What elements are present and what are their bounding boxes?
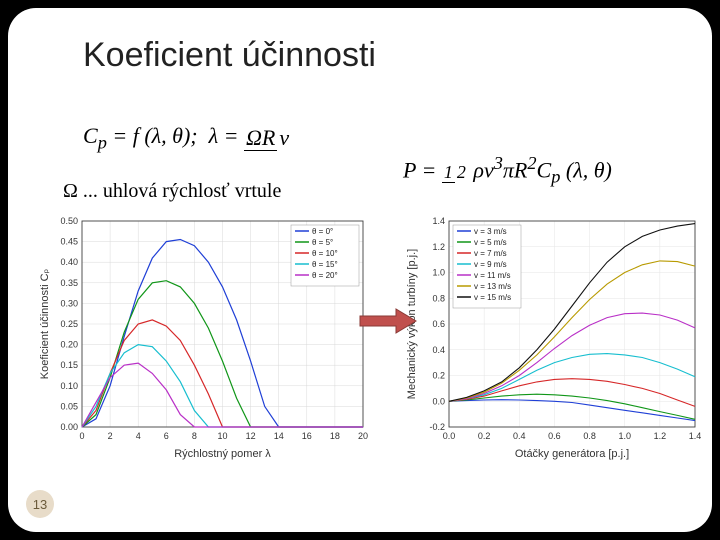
svg-text:v = 15 m/s: v = 15 m/s bbox=[474, 293, 511, 302]
svg-text:18: 18 bbox=[330, 431, 340, 441]
cp-lambda: λ = bbox=[209, 123, 244, 148]
svg-text:v = 5 m/s: v = 5 m/s bbox=[474, 238, 507, 247]
svg-text:0.6: 0.6 bbox=[548, 431, 561, 441]
page-number: 13 bbox=[26, 490, 54, 518]
p-num: 1 bbox=[442, 162, 455, 183]
svg-text:10: 10 bbox=[217, 431, 227, 441]
svg-text:8: 8 bbox=[192, 431, 197, 441]
svg-text:4: 4 bbox=[136, 431, 141, 441]
p-s1: 3 bbox=[494, 153, 503, 173]
svg-text:v = 13 m/s: v = 13 m/s bbox=[474, 282, 511, 291]
svg-text:0.50: 0.50 bbox=[60, 216, 78, 226]
svg-text:0.10: 0.10 bbox=[60, 381, 78, 391]
svg-text:0.8: 0.8 bbox=[583, 431, 596, 441]
cp-den: v bbox=[277, 125, 291, 150]
svg-text:Otáčky generátora [p.j.]: Otáčky generátora [p.j.] bbox=[515, 448, 629, 460]
svg-text:v = 3 m/s: v = 3 m/s bbox=[474, 227, 507, 236]
arrow-icon bbox=[358, 308, 418, 334]
p-sub: p bbox=[551, 167, 560, 187]
p-r1: ρv bbox=[468, 157, 494, 182]
svg-text:0.0: 0.0 bbox=[432, 396, 445, 406]
svg-text:θ = 5°: θ = 5° bbox=[312, 238, 333, 247]
svg-text:v = 11 m/s: v = 11 m/s bbox=[474, 271, 511, 280]
svg-text:0: 0 bbox=[79, 431, 84, 441]
chart-cp-vs-lambda: 0.00 0.05 0.10 0.15 0.20 0.25 0.30 0.35 0.40 0.45… bbox=[36, 213, 371, 463]
svg-text:v = 7 m/s: v = 7 m/s bbox=[474, 249, 507, 258]
svg-text:0.00: 0.00 bbox=[60, 422, 78, 432]
svg-text:1.0: 1.0 bbox=[432, 268, 445, 278]
svg-text:Rýchlostný pomer λ: Rýchlostný pomer λ bbox=[174, 448, 271, 460]
svg-text:θ = 0°: θ = 0° bbox=[312, 227, 333, 236]
svg-text:1.2: 1.2 bbox=[432, 242, 445, 252]
svg-text:0.40: 0.40 bbox=[60, 257, 78, 267]
svg-text:0.05: 0.05 bbox=[60, 401, 78, 411]
svg-text:0.4: 0.4 bbox=[432, 345, 445, 355]
svg-text:0.8: 0.8 bbox=[432, 293, 445, 303]
p-lhs: P = bbox=[403, 157, 442, 182]
svg-text:θ = 20°: θ = 20° bbox=[312, 271, 338, 280]
svg-text:0.2: 0.2 bbox=[478, 431, 491, 441]
svg-text:1.4: 1.4 bbox=[689, 431, 702, 441]
svg-text:0.2: 0.2 bbox=[432, 371, 445, 381]
slide: Koeficient účinnosti Cp = f (λ, θ); λ = … bbox=[8, 8, 712, 532]
svg-text:0.30: 0.30 bbox=[60, 298, 78, 308]
svg-text:0.4: 0.4 bbox=[513, 431, 526, 441]
svg-text:16: 16 bbox=[302, 431, 312, 441]
svg-text:θ = 10°: θ = 10° bbox=[312, 249, 338, 258]
svg-text:0.25: 0.25 bbox=[60, 319, 78, 329]
svg-text:0.15: 0.15 bbox=[60, 360, 78, 370]
svg-text:20: 20 bbox=[358, 431, 368, 441]
svg-text:0.6: 0.6 bbox=[432, 319, 445, 329]
svg-text:0.20: 0.20 bbox=[60, 340, 78, 350]
formula-power: P = 12 ρv3πR2Cp (λ, θ) bbox=[403, 153, 612, 188]
svg-text:6: 6 bbox=[164, 431, 169, 441]
svg-text:1.0: 1.0 bbox=[618, 431, 631, 441]
cp-lhs: C bbox=[83, 123, 98, 148]
formula-cp: Cp = f (λ, θ); λ = ΩRv bbox=[83, 123, 291, 153]
p-args: (λ, θ) bbox=[560, 157, 612, 182]
svg-text:14: 14 bbox=[274, 431, 284, 441]
p-r2: πR bbox=[503, 157, 527, 182]
slide-title: Koeficient účinnosti bbox=[83, 36, 376, 75]
p-half: 12 bbox=[442, 163, 468, 181]
svg-text:v = 9 m/s: v = 9 m/s bbox=[474, 260, 507, 269]
svg-text:12: 12 bbox=[246, 431, 256, 441]
cp-eq: = f (λ, θ); bbox=[107, 123, 203, 148]
p-den: 2 bbox=[455, 162, 468, 182]
svg-text:1.2: 1.2 bbox=[654, 431, 667, 441]
svg-text:θ = 15°: θ = 15° bbox=[312, 260, 338, 269]
omega-note: Ω ... uhlová rýchlosť vrtule bbox=[63, 180, 281, 203]
svg-text:0.35: 0.35 bbox=[60, 278, 78, 288]
cp-num: ΩR bbox=[244, 125, 277, 151]
chart-power-vs-speed: -0.20.00.20.40.60.81.01.21.40.00.20.40.6… bbox=[403, 213, 703, 463]
cp-sub: p bbox=[98, 132, 107, 152]
svg-text:0.0: 0.0 bbox=[443, 431, 456, 441]
svg-text:0.45: 0.45 bbox=[60, 237, 78, 247]
p-r3: C bbox=[537, 157, 552, 182]
svg-text:2: 2 bbox=[108, 431, 113, 441]
svg-text:1.4: 1.4 bbox=[432, 216, 445, 226]
svg-text:Koeficient účinnosti Cₚ: Koeficient účinnosti Cₚ bbox=[39, 268, 51, 379]
cp-fraction: ΩRv bbox=[244, 127, 291, 149]
p-s2: 2 bbox=[527, 153, 536, 173]
